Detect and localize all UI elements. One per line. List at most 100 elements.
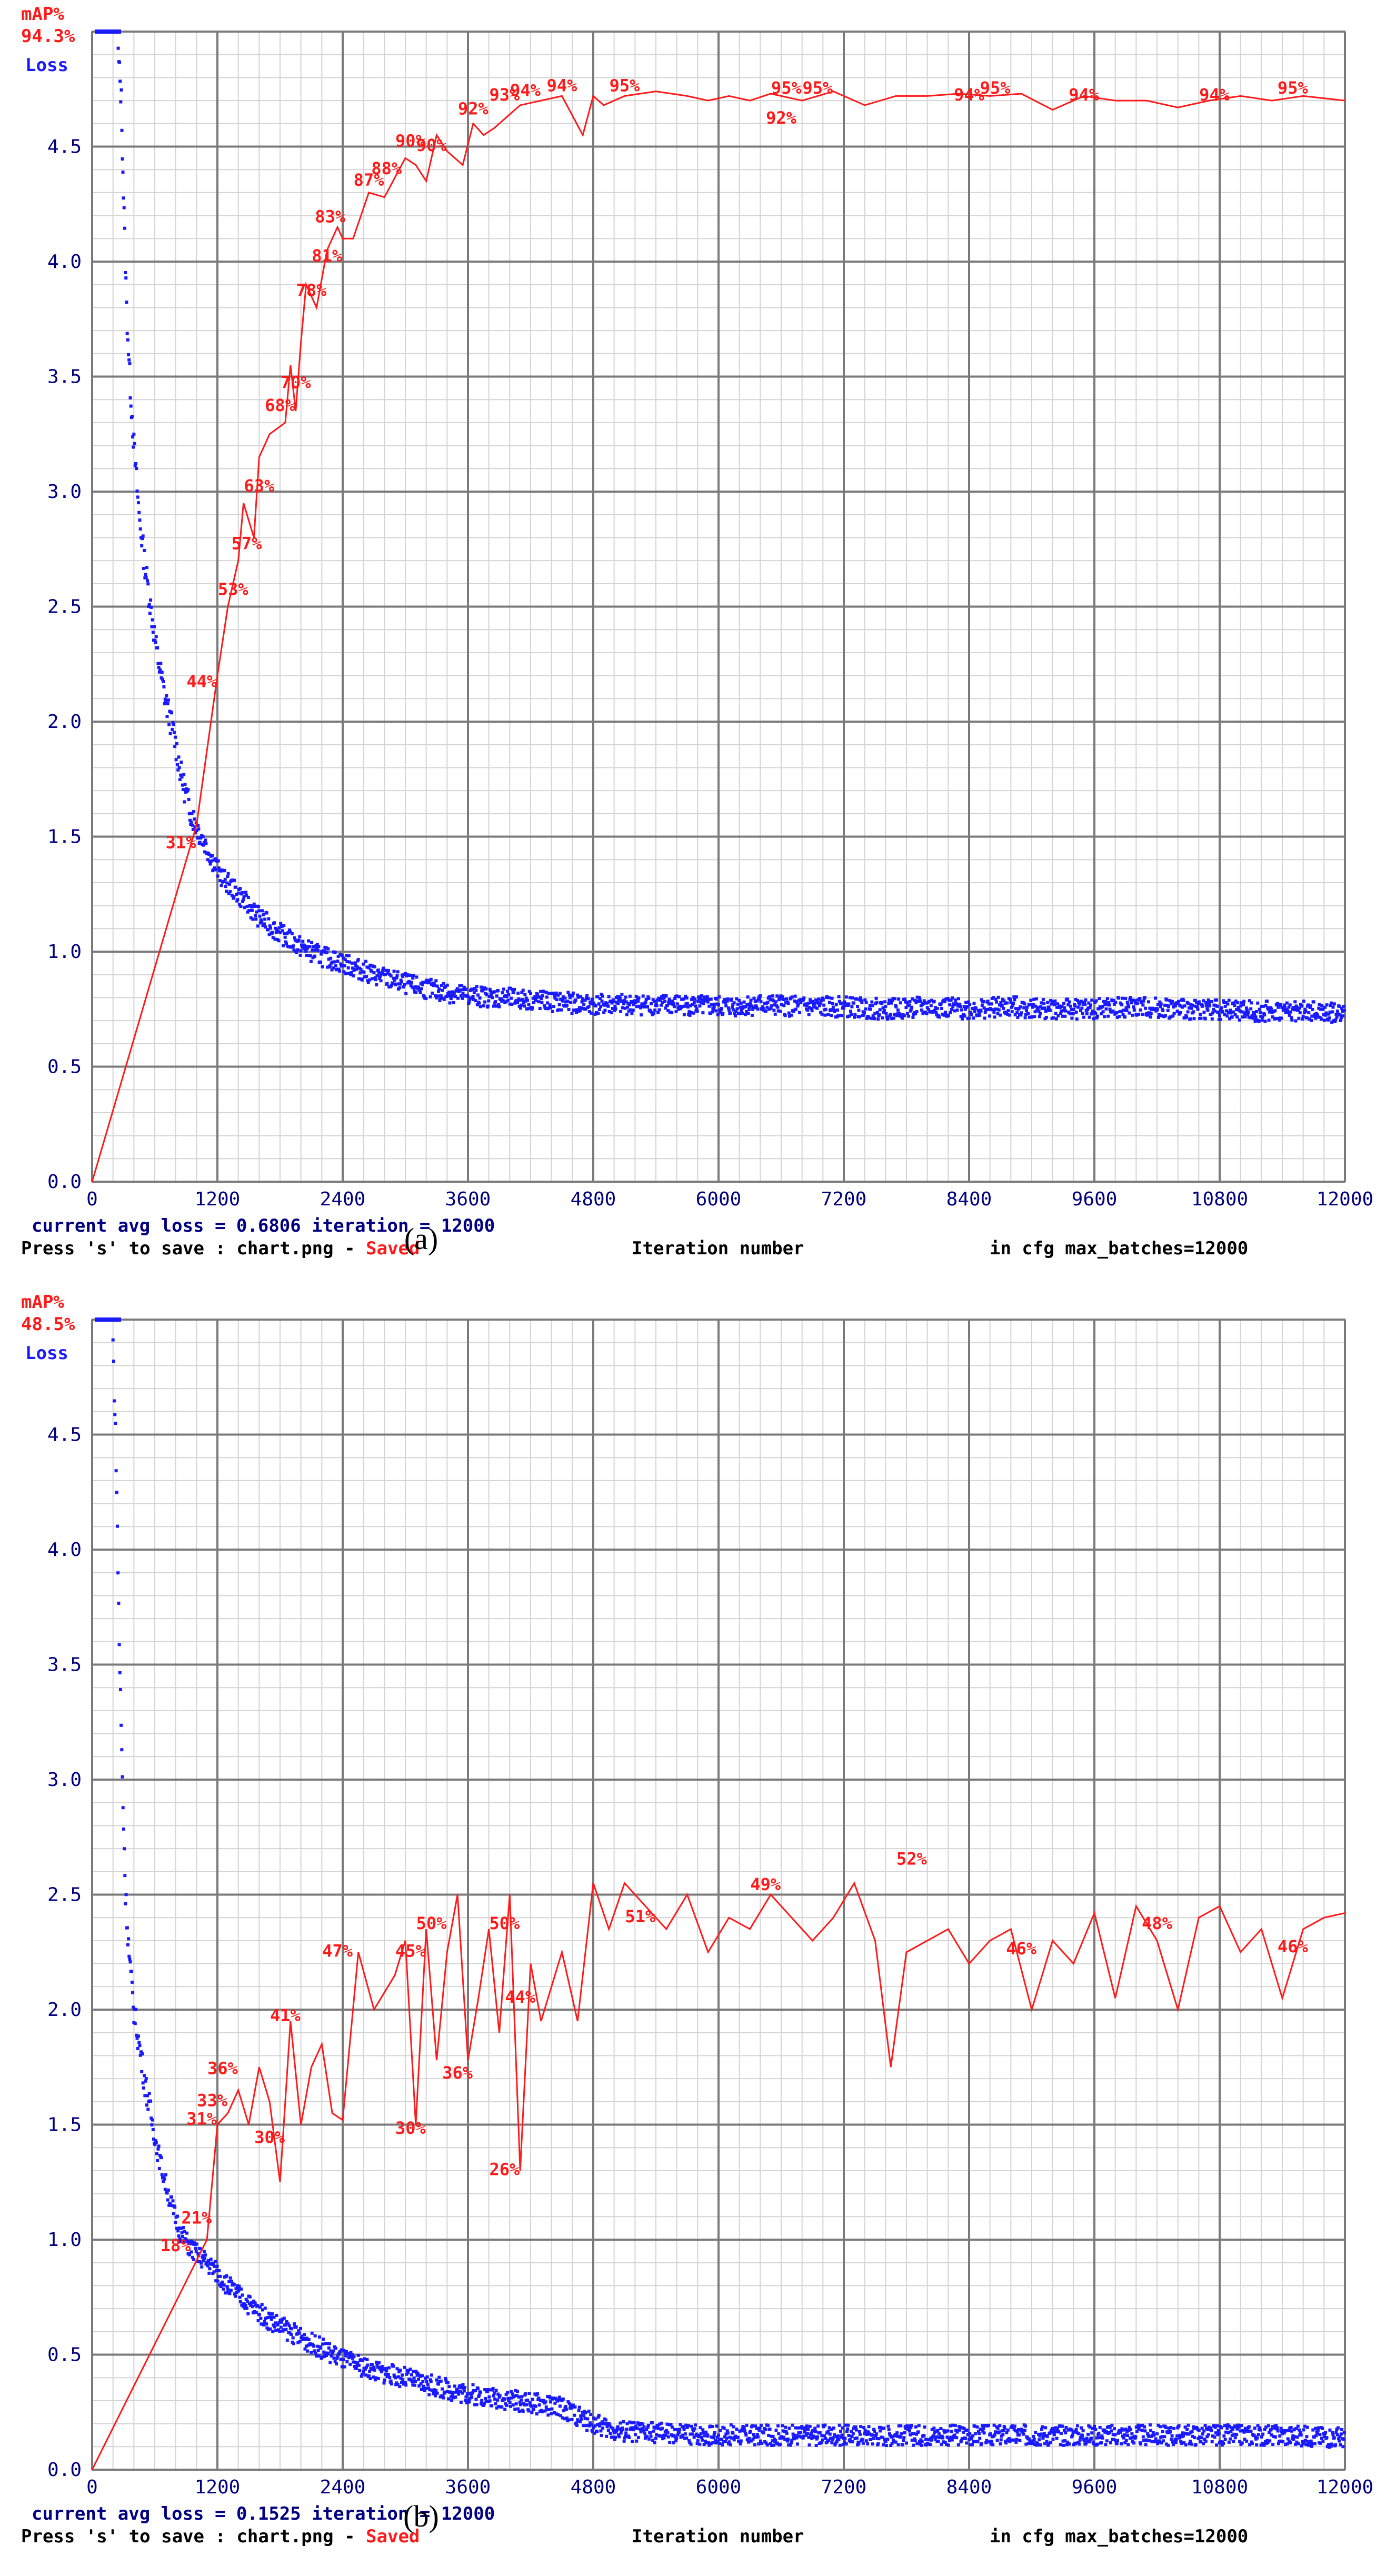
loss-point bbox=[782, 1004, 786, 1007]
loss-point bbox=[1234, 999, 1238, 1003]
loss-point bbox=[956, 997, 960, 1001]
loss-point bbox=[986, 1000, 990, 1003]
loss-point bbox=[176, 2229, 180, 2233]
loss-point bbox=[605, 1002, 609, 1005]
loss-point bbox=[676, 1006, 680, 1010]
loss-point bbox=[942, 2429, 946, 2432]
loss-point bbox=[561, 2416, 564, 2420]
loss-point bbox=[480, 2399, 484, 2402]
loss-point bbox=[137, 501, 141, 505]
loss-point bbox=[247, 908, 251, 912]
y-tick-label: 3.0 bbox=[47, 481, 82, 503]
loss-point bbox=[1206, 2433, 1210, 2437]
loss-point bbox=[262, 913, 265, 916]
loss-point bbox=[587, 1005, 591, 1009]
loss-point bbox=[464, 987, 468, 991]
loss-point bbox=[1294, 1019, 1298, 1023]
loss-point bbox=[1318, 1003, 1321, 1006]
loss-point bbox=[955, 1008, 959, 1012]
loss-point bbox=[1011, 1004, 1014, 1007]
loss-point bbox=[432, 2388, 436, 2392]
loss-point bbox=[779, 1010, 782, 1013]
x-tick-label: 6000 bbox=[696, 1189, 742, 1210]
loss-point bbox=[665, 2422, 669, 2426]
loss-point bbox=[218, 2274, 222, 2278]
loss-point bbox=[403, 983, 406, 986]
loss-point bbox=[1216, 1011, 1220, 1014]
loss-point bbox=[713, 1002, 716, 1006]
loss-point bbox=[534, 999, 537, 1003]
loss-point bbox=[367, 2374, 371, 2378]
loss-legend-label: Loss bbox=[25, 55, 68, 76]
loss-point bbox=[267, 933, 271, 936]
loss-point bbox=[782, 2430, 786, 2433]
loss-point bbox=[1234, 2425, 1238, 2429]
loss-point bbox=[983, 1010, 987, 1014]
loss-point bbox=[910, 2438, 914, 2442]
loss-point bbox=[1064, 2431, 1068, 2434]
loss-point bbox=[163, 702, 166, 705]
loss-point bbox=[688, 1013, 692, 1017]
y-tick-label: 1.5 bbox=[47, 826, 82, 848]
loss-point bbox=[711, 2441, 715, 2444]
loss-point bbox=[819, 1011, 823, 1014]
loss-point bbox=[463, 2386, 467, 2390]
loss-point bbox=[943, 2441, 947, 2444]
loss-point bbox=[1254, 1010, 1258, 1013]
loss-point bbox=[763, 1002, 766, 1005]
loss-point bbox=[1186, 1010, 1190, 1014]
loss-point bbox=[245, 893, 248, 897]
loss-point bbox=[857, 2442, 861, 2445]
loss-point bbox=[1298, 1011, 1302, 1015]
loss-point bbox=[717, 995, 721, 999]
loss-point bbox=[1243, 2438, 1247, 2441]
loss-point bbox=[394, 2383, 398, 2387]
loss-point bbox=[388, 2376, 392, 2380]
loss-point bbox=[1184, 1014, 1188, 1017]
loss-point bbox=[264, 2317, 267, 2320]
loss-point bbox=[1324, 2431, 1328, 2434]
loss-point bbox=[1051, 1016, 1055, 1020]
loss-point bbox=[567, 1008, 571, 1012]
loss-point bbox=[640, 1002, 644, 1006]
loss-point bbox=[1063, 1006, 1066, 1010]
loss-point bbox=[265, 2322, 268, 2326]
loss-point bbox=[1191, 2434, 1194, 2438]
loss-point bbox=[1017, 2428, 1021, 2432]
loss-point bbox=[712, 2433, 716, 2437]
loss-point bbox=[1069, 1004, 1073, 1008]
loss-point bbox=[164, 2173, 168, 2176]
loss-point bbox=[1284, 1011, 1288, 1014]
loss-point bbox=[141, 2081, 145, 2085]
cfg-max-batches-text: in cfg max_batches=12000 bbox=[990, 1238, 1248, 1259]
loss-point bbox=[1124, 1006, 1128, 1010]
loss-point bbox=[719, 2429, 722, 2432]
map-data-label: 44% bbox=[186, 671, 217, 691]
loss-point bbox=[549, 1006, 553, 1010]
loss-point bbox=[151, 631, 155, 634]
loss-point bbox=[927, 1008, 931, 1012]
loss-point bbox=[567, 993, 571, 997]
loss-point bbox=[1328, 2428, 1332, 2432]
loss-point bbox=[1222, 2442, 1225, 2445]
loss-point bbox=[753, 2443, 757, 2447]
loss-point bbox=[613, 1004, 617, 1008]
loss-point bbox=[450, 2398, 454, 2402]
loss-point bbox=[737, 2440, 741, 2443]
loss-point bbox=[1244, 1006, 1248, 1010]
loss-point bbox=[579, 1009, 582, 1012]
loss-point bbox=[1056, 1014, 1060, 1017]
loss-point bbox=[556, 2413, 560, 2417]
loss-point bbox=[564, 1000, 567, 1004]
loss-point bbox=[261, 924, 265, 927]
loss-point bbox=[1121, 996, 1124, 1000]
loss-point bbox=[122, 1827, 125, 1831]
loss-point bbox=[1041, 1006, 1044, 1010]
loss-point bbox=[930, 999, 933, 1002]
loss-point bbox=[727, 1009, 731, 1012]
loss-point bbox=[1334, 2443, 1338, 2447]
loss-point bbox=[1160, 1014, 1163, 1017]
loss-point bbox=[720, 1006, 723, 1010]
loss-point bbox=[634, 994, 638, 998]
loss-point bbox=[1121, 2428, 1125, 2432]
